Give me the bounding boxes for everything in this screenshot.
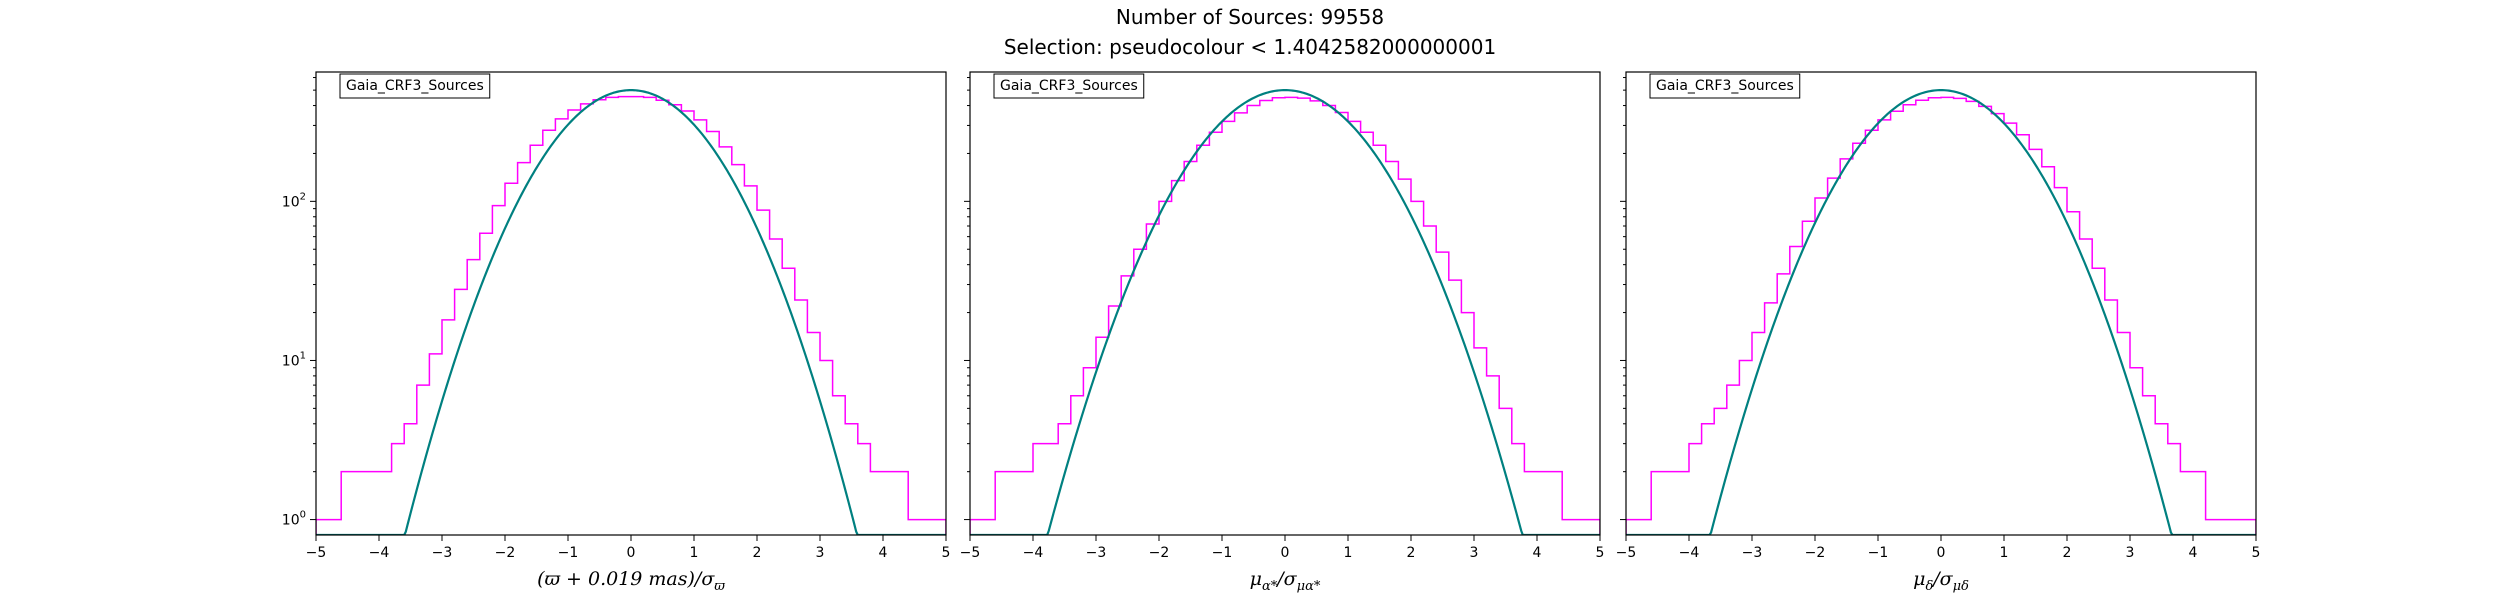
model-curve [970,89,1600,535]
x-tick-label: −1 [558,545,579,561]
histogram-series [1626,96,2256,535]
x-tick-label: 2 [2063,545,2072,561]
x-tick-label: 1 [2000,545,2009,561]
x-tick-label: −2 [1149,545,1170,561]
chart-panel-1: −5 −4 −3 −2 −1 0 1 2 3 4 5 100 101 102 Gaia_CRF3_Sourc… [282,71,951,594]
x-tick-label: −5 [960,545,981,561]
legend-box [1649,73,1801,99]
x-tick-label: −3 [1742,545,1763,561]
x-axis-label: μα*/σμα* [1250,568,1321,594]
x-tick-label: 5 [2252,545,2261,561]
axes-frame [969,71,1601,536]
x-tick-label: 0 [1281,545,1290,561]
x-tick-label: −4 [1023,545,1044,561]
axes-frame [315,71,947,536]
x-tick-label: −1 [1212,545,1233,561]
x-tick-label: 2 [1407,545,1416,561]
x-tick-label: −4 [369,545,390,561]
model-curve [316,89,946,535]
x-tick-label: −5 [1616,545,1637,561]
legend-label: Gaia_CRF3_Sources [1656,78,1794,94]
figure-title-selection: Selection: pseudocolour < 1.404258200000… [1004,35,1496,59]
legend-box [993,73,1145,99]
panels: −5 −4 −3 −2 −1 0 1 2 3 4 5100101102Gaia_CRF3_Sourc… [282,71,2261,594]
x-tick-label: −1 [1868,545,1889,561]
figure-title-sources: Number of Sources: 99558 [1116,5,1384,29]
axes-frame [1625,71,2257,536]
x-tick-label: −3 [432,545,453,561]
x-tick-label: 4 [1533,545,1542,561]
y-tick-label: 100 [282,510,306,529]
x-tick-label: 4 [2189,545,2198,561]
x-tick-label: −3 [1086,545,1107,561]
legend-label: Gaia_CRF3_Sources [1000,78,1138,94]
x-tick-label: 5 [942,545,951,561]
x-tick-label: 3 [1470,545,1479,561]
x-tick-label: 0 [627,545,636,561]
x-tick-label: −2 [1805,545,1826,561]
x-axis-label: (ϖ + 0.019 mas)/σϖ [537,568,725,594]
chart-panel-3: −5 −4 −3 −2 −1 0 1 2 3 4 5 Gaia_CRF3_Sources μδ/σμδ [1616,71,2261,594]
x-tick-label: 0 [1937,545,1946,561]
x-tick-label: −2 [495,545,516,561]
x-tick-label: 1 [690,545,699,561]
y-tick-label: 101 [282,350,306,369]
legend-label: Gaia_CRF3_Sources [346,78,484,94]
x-axis-label: μδ/σμδ [1913,568,1969,594]
y-tick-label: 102 [282,191,306,210]
x-tick-label: 3 [2126,545,2135,561]
histogram-series [970,96,1600,535]
x-tick-label: 4 [879,545,888,561]
x-tick-label: −4 [1679,545,1700,561]
x-tick-label: −5 [306,545,327,561]
x-tick-label: 3 [816,545,825,561]
model-curve [1626,89,2256,535]
x-tick-label: 5 [1596,545,1605,561]
legend-box [339,73,491,99]
histogram-series [316,95,946,535]
chart-panel-2: −5 −4 −3 −2 −1 0 1 2 3 4 5 Gaia_CRF3_Sources μα*/σμα… [960,71,1605,594]
x-tick-label: 2 [753,545,762,561]
x-tick-label: 1 [1344,545,1353,561]
